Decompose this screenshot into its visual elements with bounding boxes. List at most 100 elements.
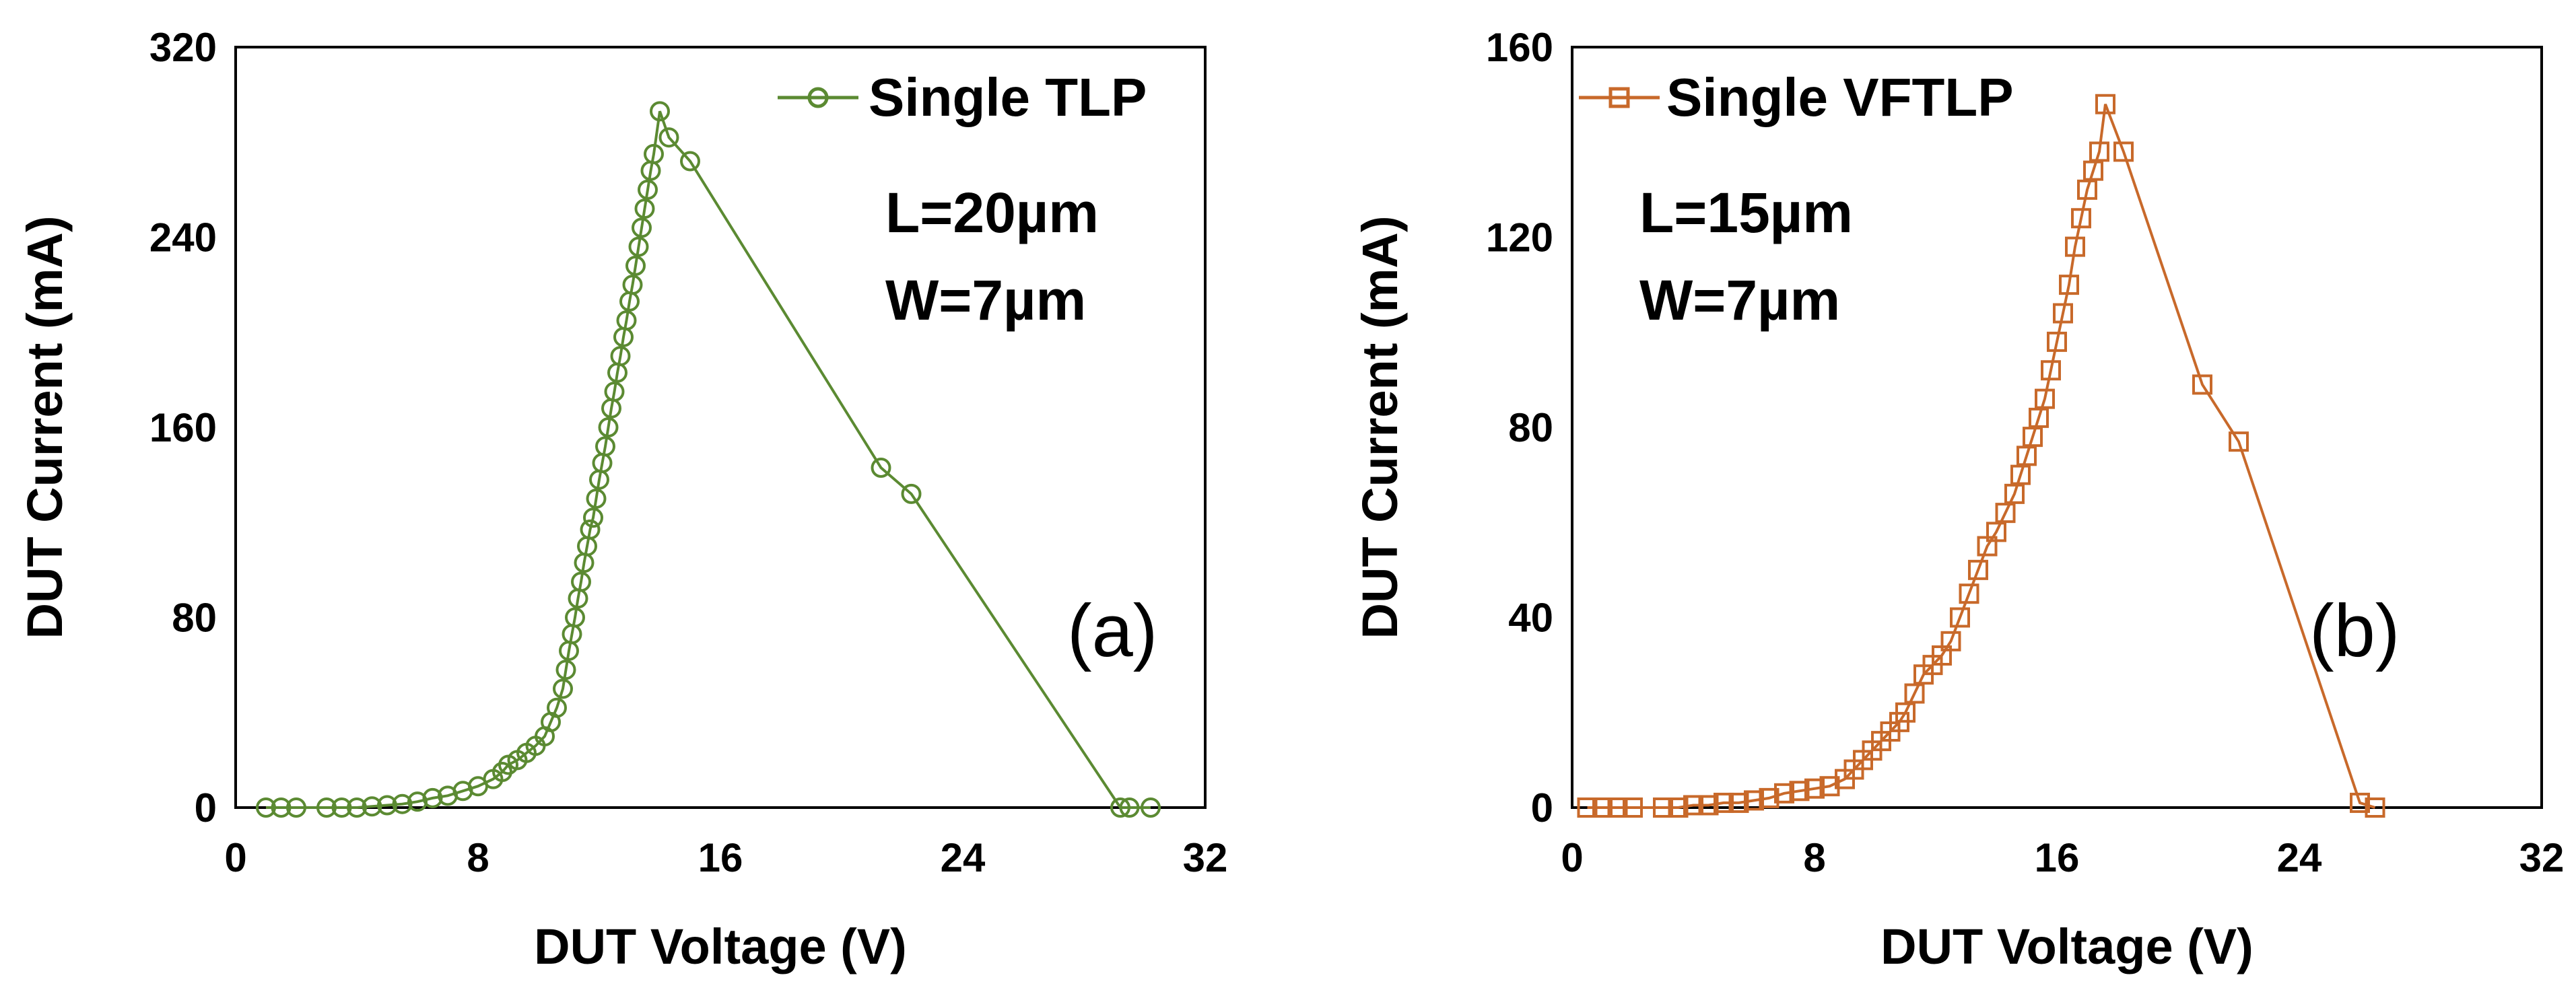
chart-a-data-point <box>271 797 292 818</box>
chart-b-data-point <box>2065 236 2085 257</box>
chart-a-data-point <box>580 519 601 540</box>
chart-b-x-tick-label: 8 <box>1803 835 1825 880</box>
chart-b-data-point <box>2365 797 2385 818</box>
chart-b-data-point <box>1623 797 1643 818</box>
chart-a-data-point <box>595 436 615 457</box>
chart-b-annotation-length: L=15µm <box>1639 181 1853 244</box>
chart-a-panel-label: (a) <box>1067 590 1157 672</box>
chart-b-data-point <box>2010 464 2031 485</box>
chart-a-data-point <box>625 255 646 276</box>
chart-b-markers <box>1577 94 2385 818</box>
chart-a-annotation-length: L=20µm <box>885 181 1099 244</box>
chart-b-x-tick-label: 16 <box>2035 835 2080 880</box>
chart-a-data-point <box>650 101 670 122</box>
chart-b-panel-label: (b) <box>2309 590 2400 672</box>
chart-a-data-point <box>586 488 607 509</box>
chart-a-data-point <box>553 678 573 699</box>
chart-a-y-tick-label: 320 <box>149 25 217 70</box>
chart-b-data-point <box>2077 179 2097 200</box>
chart-b-data-point <box>2004 483 2025 504</box>
chart-b-data-point <box>2192 374 2212 395</box>
chart-a-markers <box>256 101 1161 818</box>
chart-a-data-point <box>628 236 649 257</box>
chart-b-data-point <box>1950 607 1970 628</box>
chart-a-legend: Single TLP <box>778 67 1147 127</box>
chart-b-data-point <box>1804 778 1825 799</box>
chart-b-data-point <box>2023 427 2043 448</box>
chart-b-data-point <box>1895 702 1916 723</box>
chart-a-data-point <box>565 607 585 628</box>
chart-b-data-point <box>2035 388 2055 409</box>
chart-b-y-tick-label: 80 <box>1508 405 1553 450</box>
chart-b-y-tick-label: 40 <box>1508 596 1553 641</box>
chart-a-plot-frame <box>234 46 1207 809</box>
chart-b-y-axis-label: DUT Current (mA) <box>1352 216 1408 639</box>
chart-a-x-ticks: 0 8 16 24 32 <box>224 835 1227 880</box>
chart-a-y-tick-label: 80 <box>172 596 217 641</box>
chart-b-data-point <box>1759 787 1780 808</box>
chart-b-data-point <box>1592 797 1613 818</box>
chart-a-x-tick-label: 24 <box>941 835 986 880</box>
chart-b-legend-label: Single VFTLP <box>1666 67 2014 127</box>
chart-b-data-point <box>1774 783 1794 804</box>
chart-b-data-point <box>2350 792 2370 813</box>
chart-a-data-point <box>583 507 603 528</box>
chart-b-data-point <box>1968 559 1988 580</box>
chart-a-annotation-width: W=7µm <box>885 269 1086 332</box>
chart-a-data-point <box>1119 797 1140 818</box>
chart-b-data-point <box>1653 797 1673 818</box>
chart-b-data-point <box>2113 141 2134 162</box>
chart-a-x-tick-label: 0 <box>224 835 246 880</box>
chart-b-x-tick-label: 0 <box>1561 835 1583 880</box>
chart-b-data-point <box>1668 797 1689 818</box>
chart-b-plot-frame <box>1571 46 2543 809</box>
chart-a-data-point <box>555 660 576 680</box>
chart-a: 0 80 160 240 320 0 8 16 24 32 DUT Voltage (V) DU… <box>17 25 1227 974</box>
chart-b-data-point <box>2071 208 2091 229</box>
chart-a-data-point <box>377 795 397 816</box>
chart-a-data-point <box>422 787 443 808</box>
chart-b-data-point <box>1986 522 2006 542</box>
chart-a-data-point <box>316 797 337 818</box>
chart-a-y-ticks: 0 80 160 240 320 <box>149 25 217 830</box>
chart-a-data-point <box>610 346 631 367</box>
chart-b-data-point <box>2229 431 2249 452</box>
chart-a-data-point <box>622 275 643 295</box>
chart-a-data-point <box>634 199 655 219</box>
chart-a-x-axis-label: DUT Voltage (V) <box>534 919 907 974</box>
chart-b-data-point <box>2095 94 2115 114</box>
chart-a-data-point <box>571 571 591 592</box>
chart-a-data-point <box>347 797 367 818</box>
chart-b-series-line <box>1587 104 2376 809</box>
chart-b-legend-marker <box>1608 87 1630 108</box>
chart-b-data-point <box>1577 797 1598 818</box>
chart-a-y-tick-label: 0 <box>195 785 217 830</box>
chart-b-data-point <box>1607 797 1628 818</box>
chart-b-data-point <box>1819 776 1840 797</box>
chart-b-data-point <box>1728 792 1749 813</box>
chart-a-data-point <box>616 310 637 331</box>
chart-a-data-point <box>638 179 658 200</box>
chart-a-data-point <box>871 458 891 478</box>
chart-b-data-point <box>1904 683 1925 704</box>
chart-b-y-ticks: 0 40 80 120 160 <box>1486 25 1553 830</box>
chart-a-data-point <box>392 793 413 814</box>
chart-b-legend: Single VFTLP <box>1579 67 2014 127</box>
chart-b-x-axis-label: DUT Voltage (V) <box>1880 919 2253 974</box>
chart-a-data-point <box>407 791 428 812</box>
chart-a-data-point <box>1110 797 1130 818</box>
chart-b-y-tick-label: 160 <box>1486 25 1553 70</box>
chart-b-data-point <box>2029 407 2049 428</box>
chart-a-data-point <box>644 143 664 164</box>
chart-a-data-point <box>632 217 652 238</box>
chart-a-y-axis-label: DUT Current (mA) <box>17 216 73 639</box>
chart-b-y-tick-label: 120 <box>1486 215 1553 260</box>
chart-b-data-point <box>1698 795 1719 816</box>
chart-b-data-point <box>1744 790 1764 811</box>
chart-b-data-point <box>2053 303 2073 324</box>
chart-b-data-point <box>2047 331 2067 352</box>
chart-b-x-ticks: 0 8 16 24 32 <box>1561 835 2564 880</box>
chart-b-data-point <box>2041 360 2061 381</box>
chart-b-data-point <box>1714 792 1734 813</box>
